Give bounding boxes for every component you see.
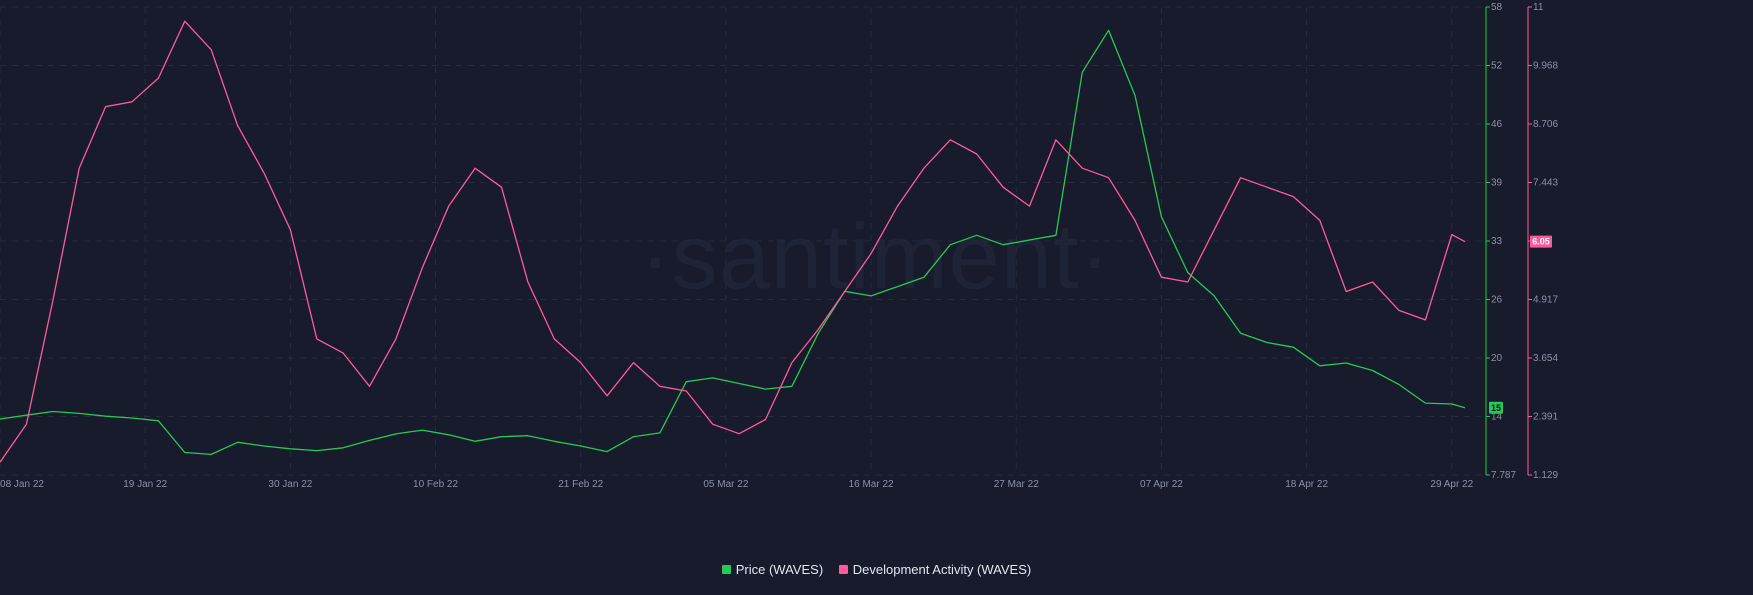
price-axis-label: 52 [1491, 61, 1503, 72]
chart-area[interactable]: 08 Jan 22 19 Jan 22 30 Jan 22 10 Feb 22 21 F… [0, 0, 1753, 555]
x-tick-label: 21 Feb 22 [558, 479, 603, 490]
price-axis-label: 39 [1491, 178, 1503, 189]
dev-axis-label: 8.706 [1533, 119, 1558, 130]
dev-last-badge [1530, 235, 1552, 248]
price-last-badge [1489, 401, 1503, 414]
dev-axis-label: 9.968 [1533, 61, 1558, 72]
price-axis-label: 26 [1491, 295, 1503, 306]
x-tick-label: 05 Mar 22 [703, 479, 748, 490]
x-tick-label: 29 Apr 22 [1430, 479, 1473, 490]
legend-label-price: Price (WAVES) [735, 562, 824, 577]
price-last-value: 15 [1491, 403, 1501, 413]
price-series-line[interactable] [0, 29, 1466, 456]
x-tick-label: 10 Feb 22 [413, 479, 458, 490]
dev-axis-label: 3.654 [1533, 353, 1558, 364]
x-tick-label: 27 Mar 22 [994, 479, 1039, 490]
dev-last-value: 6.05 [1532, 237, 1550, 247]
dev-axis-label: 7.443 [1533, 178, 1558, 189]
dev-axis-label: 4.917 [1533, 295, 1558, 306]
chart-legend: Price (WAVES) Development Activity (WAVE… [0, 562, 1753, 577]
legend-label-dev: Development Activity (WAVES) [852, 562, 1032, 577]
dev-axis-label: 1.129 [1533, 470, 1558, 481]
x-tick-label: 19 Jan 22 [123, 479, 167, 490]
price-swatch [721, 565, 731, 574]
dev-axis-label: 2.391 [1533, 412, 1558, 423]
price-axis-label: 58 [1491, 2, 1503, 13]
price-axis-label: 14 [1491, 412, 1503, 423]
price-axis-label: 46 [1491, 119, 1503, 130]
x-tick-label: 30 Jan 22 [268, 479, 312, 490]
x-tick-label: 16 Mar 22 [849, 479, 894, 490]
x-tick-label: 18 Apr 22 [1285, 479, 1328, 490]
legend-item-dev[interactable]: Development Activity (WAVES) [838, 562, 1032, 577]
dev-series-line[interactable] [0, 20, 1466, 463]
legend-item-price[interactable]: Price (WAVES) [721, 562, 824, 577]
price-axis-label: 7.787 [1491, 470, 1516, 481]
x-tick-label: 07 Apr 22 [1140, 479, 1183, 490]
dev-swatch [838, 565, 848, 574]
price-axis-label: 20 [1491, 353, 1503, 364]
dev-axis-label: 11 [1533, 2, 1544, 13]
x-tick-label: 08 Jan 22 [0, 479, 44, 490]
price-axis-label: 33 [1491, 236, 1503, 247]
